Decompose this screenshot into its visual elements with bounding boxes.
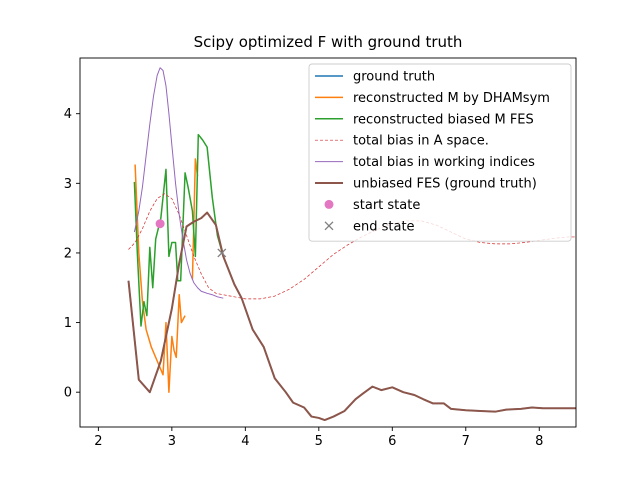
plot-area: [127, 67, 576, 422]
legend-label: total bias in A space.: [353, 134, 489, 149]
y-tick-label: 2: [64, 246, 72, 261]
legend-label: start state: [353, 198, 420, 213]
x-tick-label: 8: [535, 434, 543, 449]
legend-entry: total bias in A space.: [315, 134, 489, 149]
legend-entry: reconstructed M by DHAMsym: [315, 91, 550, 106]
y-tick-label: 4: [64, 107, 72, 122]
axes-frame: [79, 57, 577, 428]
x-tick-label: 3: [168, 434, 176, 449]
legend-label: reconstructed M by DHAMsym: [353, 91, 550, 106]
legend-entry: ground truth: [315, 70, 435, 85]
legend-label: end state: [353, 219, 415, 234]
y-axis: 0 1 2 3 4: [64, 107, 80, 401]
end-state-marker: [217, 248, 227, 258]
legend-entry: unbiased FES (ground truth): [315, 177, 537, 192]
legend: ground truth reconstructed M by DHAMsym re…: [308, 63, 572, 242]
legend-entry: total bias in working indices: [315, 155, 535, 170]
x-tick-label: 7: [462, 434, 470, 449]
x-tick-label: 4: [241, 434, 249, 449]
axes-border: [79, 57, 577, 428]
chart-title: Scipy optimized F with ground truth: [194, 33, 463, 51]
series-line-5: [133, 67, 224, 299]
series-line-6: [127, 211, 576, 422]
x-tick-label: 6: [388, 434, 396, 449]
x-axis: 2 3 4 5 6 7 8: [94, 427, 543, 449]
y-tick-label: 0: [64, 386, 72, 401]
x-tick-label: 2: [94, 434, 102, 449]
legend-label: ground truth: [353, 70, 435, 85]
y-tick-label: 1: [64, 316, 72, 331]
legend-label: unbiased FES (ground truth): [353, 177, 537, 192]
y-tick-label: 3: [64, 177, 72, 192]
series-line-3: [133, 133, 225, 327]
legend-swatch: [324, 199, 334, 209]
series-line-4: [128, 193, 576, 300]
legend-label: reconstructed biased M FES: [353, 112, 534, 127]
legend-entry: start state: [324, 198, 420, 213]
series-line-2: [134, 164, 186, 393]
legend-label: total bias in working indices: [353, 155, 535, 170]
legend-entry: end state: [324, 219, 415, 234]
x-tick-label: 5: [315, 434, 323, 449]
start-state-marker: [155, 219, 165, 229]
legend-swatch: [324, 221, 334, 231]
legend-box: [308, 63, 572, 242]
legend-entry: reconstructed biased M FES: [315, 112, 534, 127]
